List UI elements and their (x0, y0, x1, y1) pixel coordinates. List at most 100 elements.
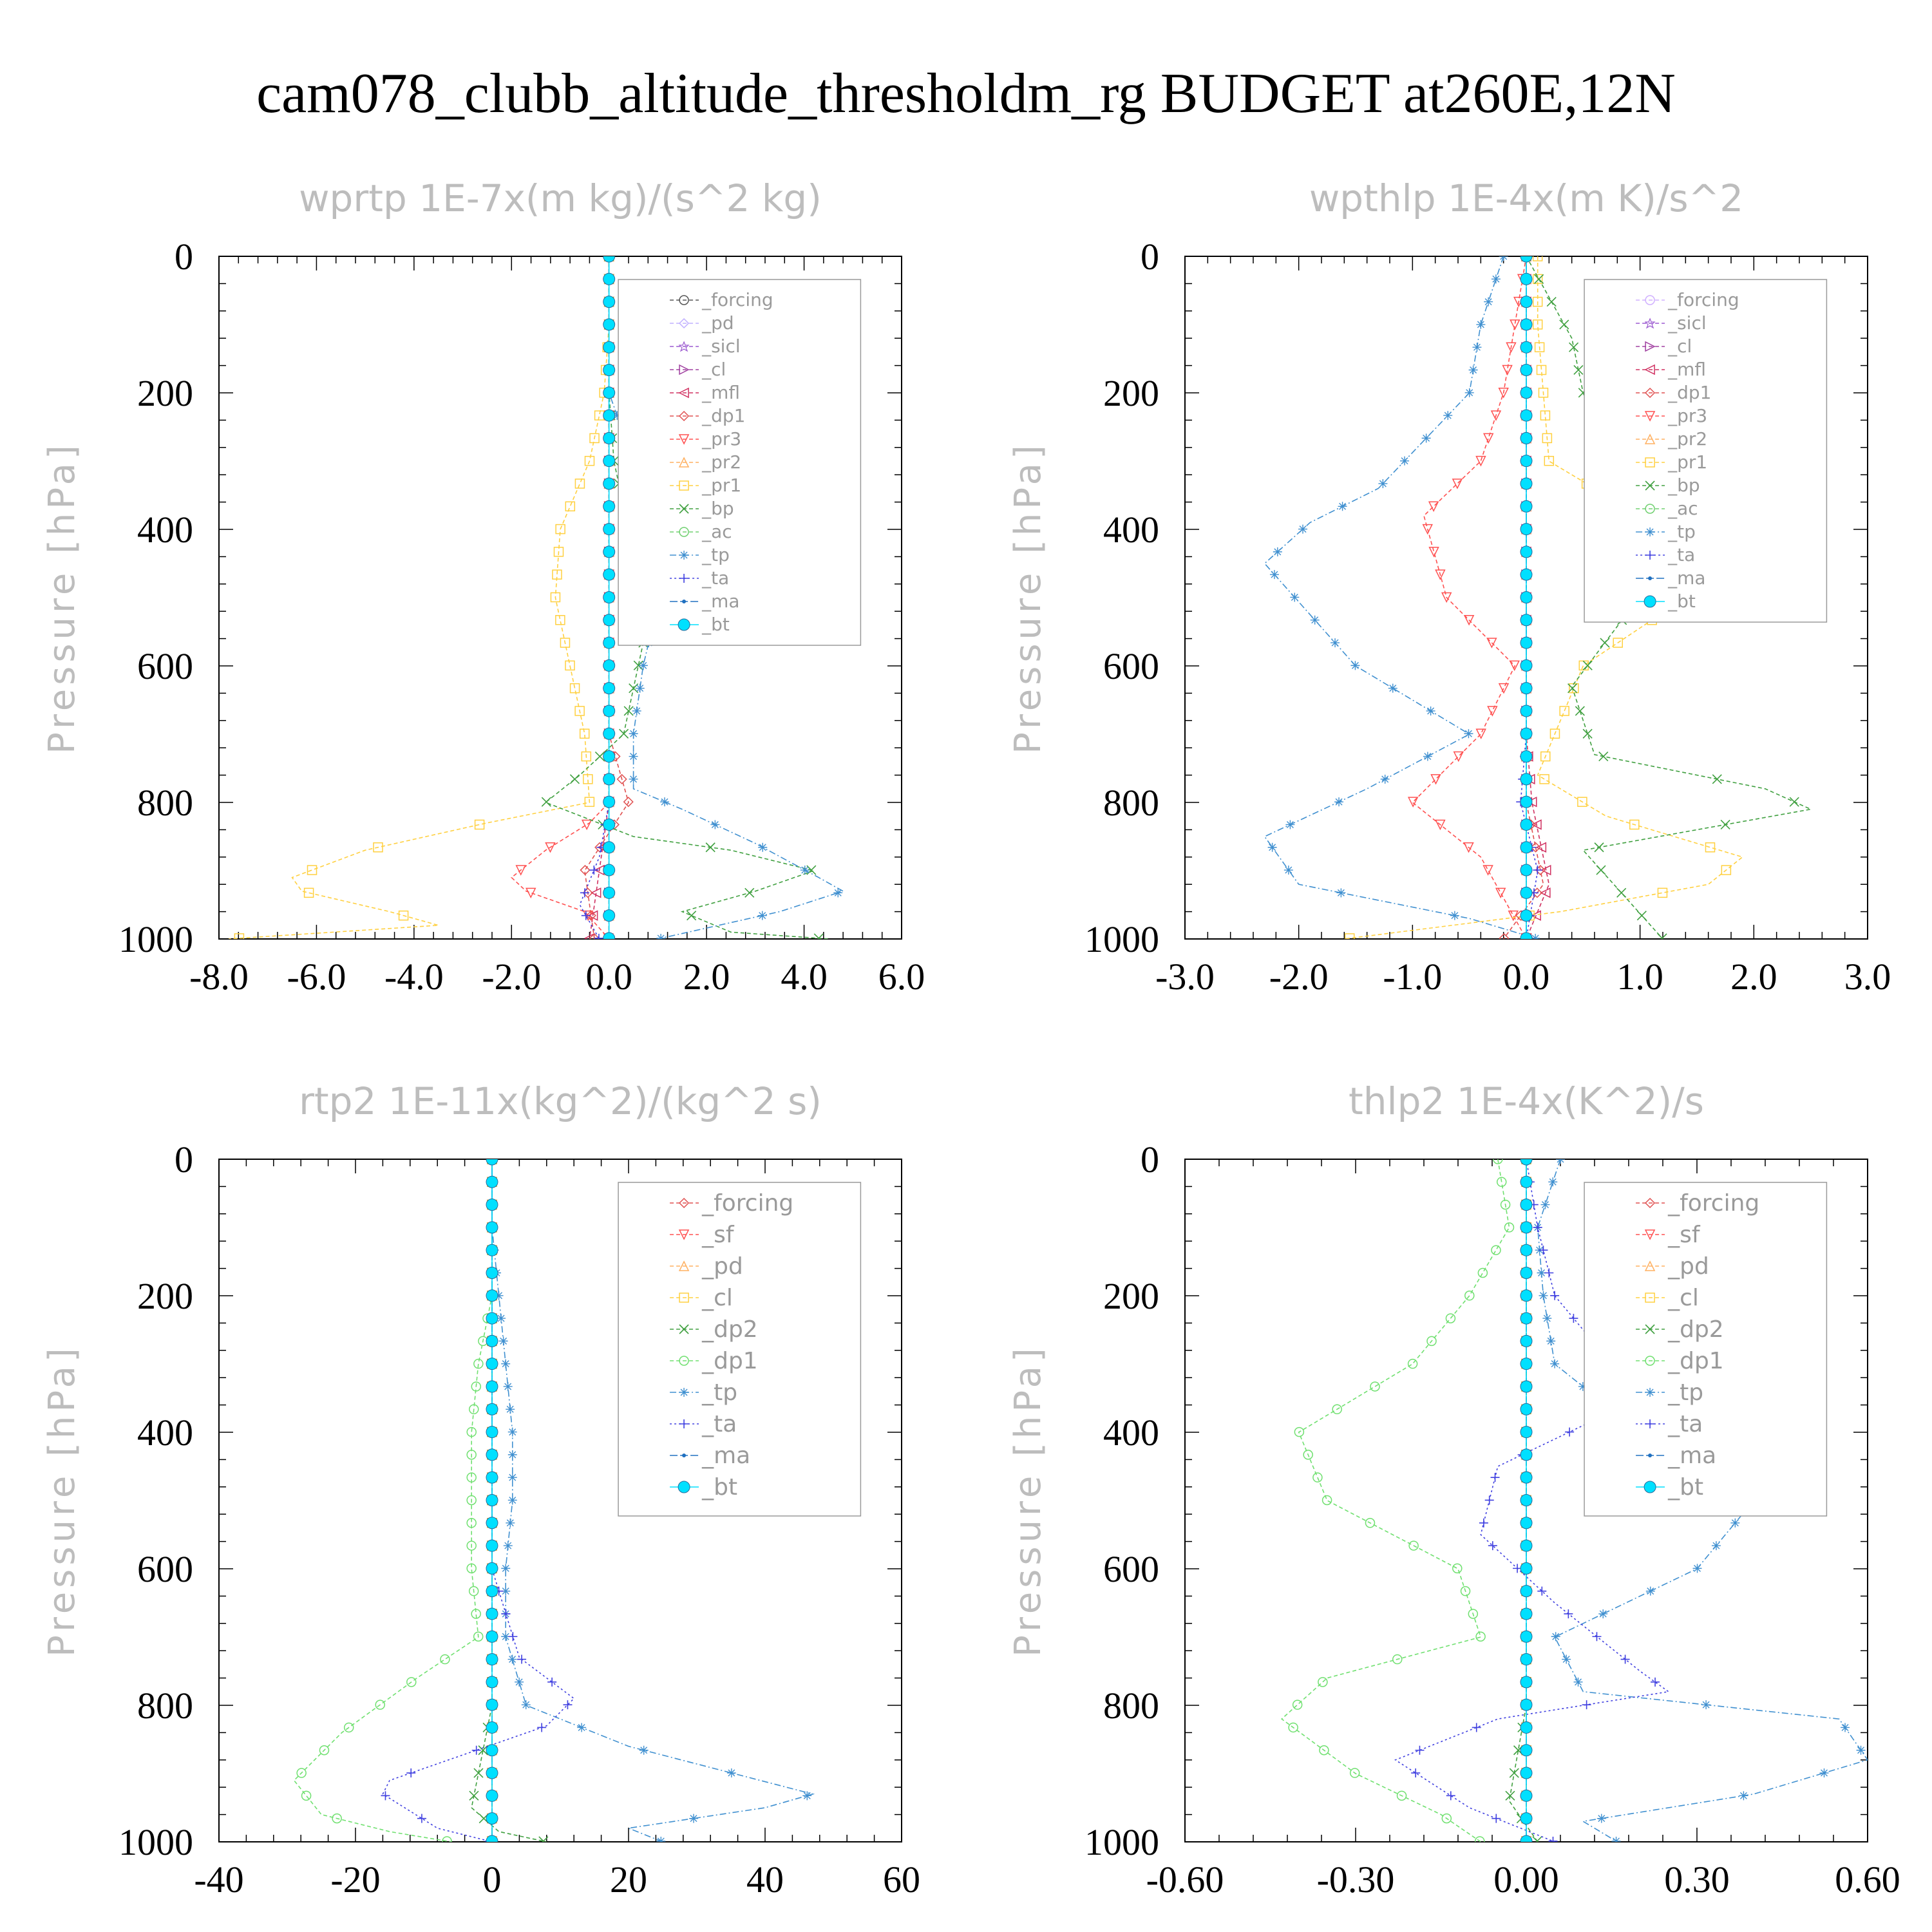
series-marker_dp1 (1294, 1426, 1305, 1437)
series-marker_tp (1283, 866, 1293, 875)
series-marker_tp (1400, 456, 1410, 466)
series-marker_bt (1520, 1198, 1533, 1211)
legend-label: _sf (1667, 1222, 1701, 1248)
series-marker_bt (486, 1585, 498, 1598)
series-marker_dp1 (1426, 1336, 1437, 1347)
y-tick-label: 1000 (118, 918, 193, 960)
series-marker_tp (1269, 570, 1279, 580)
series-marker_pr3 (1498, 683, 1510, 694)
axis-ticks (1184, 256, 1868, 940)
series-marker_tp (501, 1359, 511, 1368)
series-marker_bp (1582, 728, 1593, 739)
series-marker_ta (1411, 1768, 1421, 1778)
legend-marker (678, 434, 690, 445)
series-marker_ta (1472, 1723, 1481, 1732)
series-marker_dp1 (580, 864, 591, 876)
series-group (1264, 256, 1813, 939)
series-marker_bt (1520, 1812, 1533, 1825)
series-marker_pr1 (1544, 455, 1555, 466)
series-marker_bt (603, 886, 616, 899)
series-marker_bt (486, 1358, 498, 1370)
series-marker_tp (1540, 1200, 1550, 1209)
series-marker_tp (656, 1836, 666, 1842)
series-marker_bp (1575, 706, 1585, 716)
series-marker_pr1 (574, 478, 585, 489)
series-marker_bt (1520, 1426, 1533, 1439)
series-marker_tp (638, 661, 648, 670)
series-marker_tp (1336, 888, 1346, 898)
series-marker_dp1 (1460, 1586, 1471, 1596)
y-tick-label: 600 (1103, 1548, 1159, 1590)
legend-label: _pr1 (701, 475, 741, 496)
legend-marker (1645, 341, 1656, 352)
series-marker_dp1 (1407, 1358, 1418, 1369)
series-marker_tp (1350, 661, 1360, 670)
series-marker_bp (1567, 683, 1578, 694)
series-marker_dp1 (406, 1677, 417, 1687)
legend-label: _mfl (701, 382, 740, 403)
legend-marker (679, 1356, 689, 1366)
legend-marker (679, 1197, 690, 1209)
series-marker_dp1 (319, 1745, 330, 1756)
series-marker_bp (1596, 865, 1606, 875)
series-marker_ta (1565, 1427, 1575, 1437)
legend-marker (679, 574, 689, 583)
series-marker_dp1 (466, 1563, 477, 1574)
series-marker_dp1 (1441, 1813, 1452, 1824)
series-marker_pr1 (584, 455, 595, 466)
series-marker_tp (1573, 1677, 1583, 1687)
series-marker_tp (1450, 911, 1459, 920)
series-marker_bp (806, 865, 817, 875)
series-marker_dp2 (469, 1790, 479, 1801)
series-marker_bt (603, 909, 616, 922)
axis-ticks (1184, 1159, 1868, 1842)
series-marker_bp (813, 933, 824, 939)
series-marker_bt (1520, 1358, 1533, 1370)
series-marker_ta (1582, 1700, 1591, 1710)
x-tick-label: -20 (330, 1859, 380, 1900)
series-marker_pr1 (307, 865, 317, 875)
legend-label: _cl (701, 359, 726, 380)
series-marker_pr3 (1498, 388, 1509, 399)
series-marker_bt (1520, 1517, 1533, 1530)
series-marker_bp (594, 751, 605, 762)
legend-box (618, 279, 862, 646)
series-marker_tp (1539, 1291, 1548, 1300)
series-marker_pr3 (1453, 751, 1464, 762)
legend-box (1584, 1182, 1828, 1517)
y-tick-label: 200 (1103, 1275, 1159, 1317)
series-marker_tp (501, 1632, 511, 1642)
series-marker_bt (486, 1835, 498, 1842)
series-marker_tp (1464, 388, 1474, 397)
series-marker_dp1 (442, 1836, 452, 1842)
series-line_pr1 (229, 256, 610, 939)
series-marker_pr3 (1508, 910, 1519, 922)
series-marker_bt (1520, 256, 1533, 263)
x-tick-label: 0.00 (1493, 1859, 1559, 1900)
series-marker_tp (1537, 1268, 1546, 1278)
series-marker_bt (486, 1607, 498, 1620)
series-marker_tp (501, 1586, 511, 1596)
x-tick-label: 3.0 (1844, 956, 1891, 998)
legend-label: _ma (701, 591, 739, 612)
series-marker_dp1 (375, 1700, 386, 1710)
series-marker_tp (1730, 1518, 1740, 1528)
series-marker_pr1 (1532, 319, 1543, 330)
legend-marker (1648, 576, 1653, 580)
series-marker_tp (833, 888, 843, 898)
series-marker_bt (603, 363, 616, 376)
series-marker_pr3 (545, 842, 556, 853)
series-marker_bt (1520, 614, 1533, 627)
series-marker_bt (603, 818, 616, 831)
series-marker_dp1 (1475, 1631, 1486, 1642)
series-marker_pr1 (1540, 410, 1551, 421)
series-marker_pr1 (1629, 819, 1640, 830)
series-marker_dp1 (1370, 1381, 1380, 1392)
legend-label: _bp (701, 498, 734, 519)
series-marker_tp (1334, 797, 1344, 807)
series-marker_ta (381, 1791, 390, 1801)
series-marker_bt (1520, 386, 1533, 399)
series-marker_bp (1657, 933, 1667, 939)
y-tick-label: 0 (175, 1139, 193, 1180)
series-marker_bp (1573, 365, 1584, 375)
